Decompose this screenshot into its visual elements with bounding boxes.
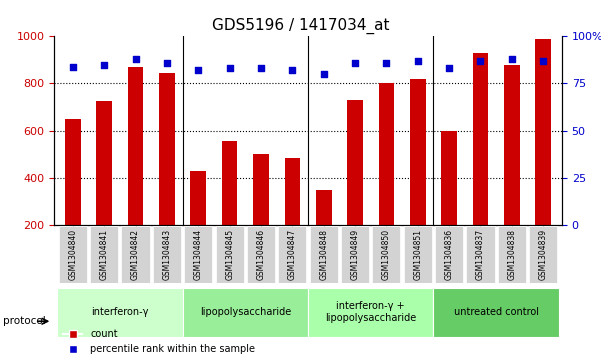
Bar [410,79,426,225]
Point [538,58,548,64]
Text: interferon-γ +
lipopolysaccharide: interferon-γ + lipopolysaccharide [325,301,416,323]
Point [68,64,78,69]
Text: GSM1304840: GSM1304840 [69,229,78,280]
FancyBboxPatch shape [59,226,87,282]
FancyBboxPatch shape [341,226,369,282]
Bar [472,53,488,225]
Bar [253,154,269,225]
FancyBboxPatch shape [433,288,559,337]
FancyBboxPatch shape [184,226,212,282]
Text: GSM1304842: GSM1304842 [131,229,140,280]
Text: GSM1304850: GSM1304850 [382,229,391,280]
Point [507,56,517,62]
Point [319,71,329,77]
Text: interferon-γ: interferon-γ [91,307,148,317]
Point [225,65,234,71]
Bar [504,65,520,225]
FancyBboxPatch shape [372,226,400,282]
FancyBboxPatch shape [498,226,526,282]
Bar [65,119,81,225]
Point [350,60,360,66]
Text: GSM1304839: GSM1304839 [538,229,548,280]
Bar [441,131,457,225]
Point [256,65,266,71]
Point [413,58,423,64]
Text: GSM1304851: GSM1304851 [413,229,423,280]
FancyBboxPatch shape [90,226,118,282]
FancyBboxPatch shape [57,288,183,337]
Text: GSM1304844: GSM1304844 [194,229,203,280]
Bar [347,100,363,225]
Point [99,62,109,68]
Point [444,65,454,71]
Bar [379,83,394,225]
Point [382,60,391,66]
Bar [128,67,144,225]
FancyBboxPatch shape [121,226,150,282]
Point [131,56,141,62]
FancyBboxPatch shape [153,226,181,282]
Text: protocol: protocol [3,316,46,326]
Text: GDS5196 / 1417034_at: GDS5196 / 1417034_at [212,18,389,34]
Text: GSM1304847: GSM1304847 [288,229,297,280]
Text: untreated control: untreated control [454,307,538,317]
FancyBboxPatch shape [404,226,432,282]
Text: GSM1304849: GSM1304849 [350,229,359,280]
Text: GSM1304838: GSM1304838 [507,229,516,280]
Bar [191,171,206,225]
Bar [96,101,112,225]
Text: lipopolysaccharide: lipopolysaccharide [200,307,291,317]
FancyBboxPatch shape [216,226,244,282]
Text: GSM1304843: GSM1304843 [162,229,171,280]
Point [475,58,485,64]
FancyBboxPatch shape [278,226,307,282]
FancyBboxPatch shape [183,288,308,337]
Point [287,68,297,73]
FancyBboxPatch shape [247,226,275,282]
Point [162,60,172,66]
Bar [159,73,175,225]
FancyBboxPatch shape [466,226,495,282]
Bar [284,158,300,225]
FancyBboxPatch shape [435,226,463,282]
Bar [316,189,332,225]
Text: GSM1304846: GSM1304846 [257,229,266,280]
Text: GSM1304845: GSM1304845 [225,229,234,280]
FancyBboxPatch shape [529,226,557,282]
Text: GSM1304841: GSM1304841 [100,229,109,280]
Bar [535,38,551,225]
Bar [222,141,237,225]
Point [194,68,203,73]
Text: GSM1304837: GSM1304837 [476,229,485,280]
FancyBboxPatch shape [308,288,433,337]
Legend: count, percentile rank within the sample: count, percentile rank within the sample [59,326,259,358]
Text: GSM1304836: GSM1304836 [445,229,454,280]
FancyBboxPatch shape [310,226,338,282]
Text: GSM1304848: GSM1304848 [319,229,328,280]
